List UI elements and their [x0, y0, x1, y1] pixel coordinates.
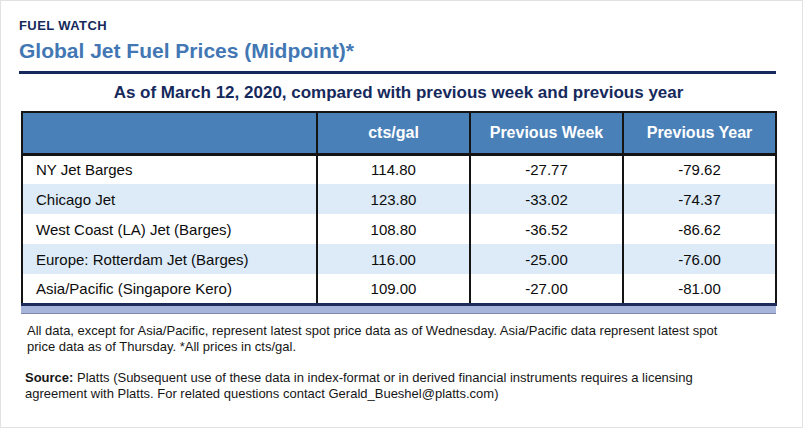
table-row: Chicago Jet 123.80 -33.02 -74.37 — [22, 184, 776, 214]
table-bottom-bar — [21, 306, 776, 314]
table-caption: As of March 12, 2020, compared with prev… — [21, 83, 776, 103]
cell-previous-year: -79.62 — [623, 154, 776, 184]
table-row: NY Jet Barges 114.80 -27.77 -79.62 — [22, 154, 776, 184]
cell-previous-year: -81.00 — [623, 274, 776, 304]
row-label: Asia/Pacific (Singapore Kero) — [22, 274, 317, 304]
source-text: Platts (Subsequent use of these data in … — [25, 370, 693, 402]
row-label: Europe: Rotterdam Jet (Barges) — [22, 244, 317, 274]
table-row: West Coast (LA) Jet (Barges) 108.80 -36.… — [22, 214, 776, 244]
title-divider — [19, 71, 776, 74]
row-label: NY Jet Barges — [22, 154, 317, 184]
source-note: Source: Platts (Subsequent use of these … — [25, 370, 737, 403]
source-label: Source: — [25, 370, 73, 385]
cell-cts-gal: 108.80 — [317, 214, 470, 244]
cell-previous-week: -27.77 — [470, 154, 623, 184]
column-header-blank — [22, 112, 317, 154]
cell-previous-year: -74.37 — [623, 184, 776, 214]
cell-previous-week: -25.00 — [470, 244, 623, 274]
row-label: West Coast (LA) Jet (Barges) — [22, 214, 317, 244]
cell-cts-gal: 114.80 — [317, 154, 470, 184]
kicker-label: FUEL WATCH — [19, 18, 802, 33]
cell-previous-year: -86.62 — [623, 214, 776, 244]
column-header-previous-year: Previous Year — [623, 112, 776, 154]
cell-cts-gal: 109.00 — [317, 274, 470, 304]
cell-previous-week: -33.02 — [470, 184, 623, 214]
table-row: Asia/Pacific (Singapore Kero) 109.00 -27… — [22, 274, 776, 304]
page-title: Global Jet Fuel Prices (Midpoint)* — [19, 39, 802, 63]
cell-cts-gal: 116.00 — [317, 244, 470, 274]
cell-previous-week: -36.52 — [470, 214, 623, 244]
row-label: Chicago Jet — [22, 184, 317, 214]
table-header-row: cts/gal Previous Week Previous Year — [22, 112, 776, 154]
fuel-prices-table: cts/gal Previous Week Previous Year NY J… — [21, 111, 777, 306]
cell-previous-year: -76.00 — [623, 244, 776, 274]
column-header-previous-week: Previous Week — [470, 112, 623, 154]
fuel-watch-report: FUEL WATCH Global Jet Fuel Prices (Midpo… — [0, 0, 803, 428]
table-row: Europe: Rotterdam Jet (Barges) 116.00 -2… — [22, 244, 776, 274]
footnote: All data, except for Asia/Pacific, repre… — [27, 323, 739, 356]
column-header-cts-gal: cts/gal — [317, 112, 470, 154]
cell-previous-week: -27.00 — [470, 274, 623, 304]
cell-cts-gal: 123.80 — [317, 184, 470, 214]
